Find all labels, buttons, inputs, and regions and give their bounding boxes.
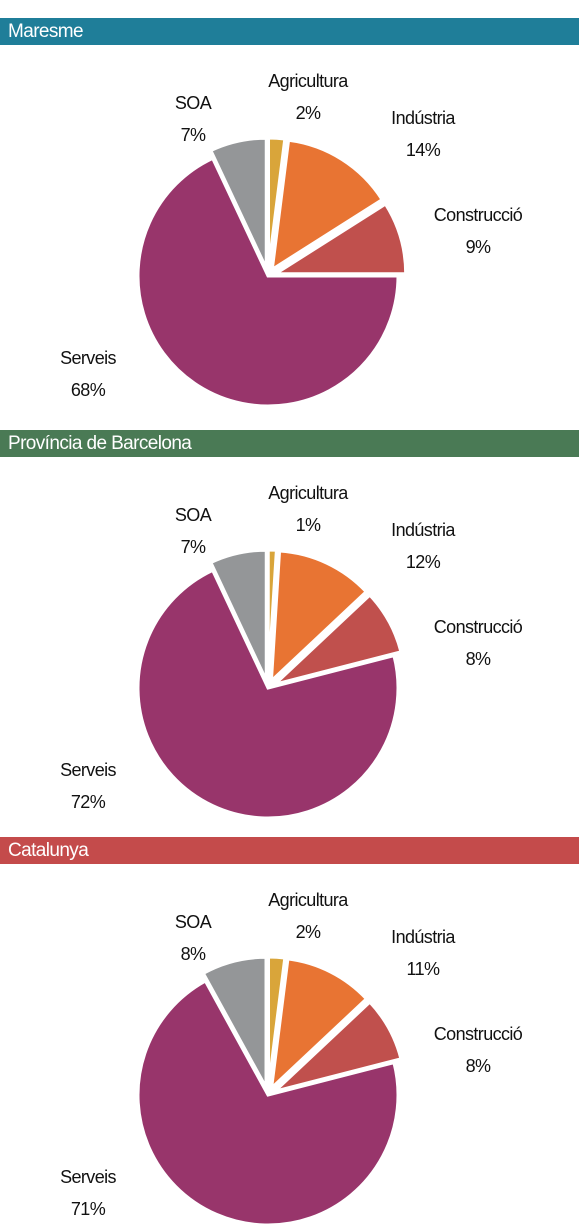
header-bar — [0, 430, 579, 457]
slice-value: 8% — [466, 649, 491, 669]
header-title: Província de Barcelona — [8, 433, 192, 454]
pie-slice — [201, 955, 268, 1088]
slice-label: Indústria — [391, 108, 456, 128]
slice-value: 68% — [71, 380, 106, 400]
slice-value: 71% — [71, 1199, 106, 1219]
slice-value: 2% — [296, 103, 321, 123]
pie-slice — [136, 979, 400, 1227]
slice-label: SOA — [175, 912, 212, 932]
slice-label: Construcció — [434, 1024, 523, 1044]
pie-slice — [266, 548, 279, 681]
slice-value: 14% — [406, 140, 441, 160]
pie-slice — [267, 955, 287, 1088]
slice-value: 7% — [181, 125, 206, 145]
slice-value: 11% — [407, 959, 440, 979]
slice-label: Construcció — [434, 617, 523, 637]
slice-label: Indústria — [391, 520, 456, 540]
pie-slice — [270, 202, 408, 276]
pie-slice — [269, 957, 369, 1092]
slice-label: Construcció — [434, 205, 523, 225]
slice-label: Serveis — [60, 348, 116, 368]
slice-value: 8% — [181, 944, 206, 964]
slice-value: 2% — [296, 922, 321, 942]
pie-slice — [269, 549, 369, 685]
slice-label: Agricultura — [268, 71, 349, 91]
pie-slice — [136, 156, 400, 408]
pie-slice — [208, 136, 268, 269]
slice-label: Agricultura — [268, 890, 349, 910]
slice-value: 12% — [406, 552, 441, 572]
slice-label: Serveis — [60, 1167, 116, 1187]
pie-slice — [273, 593, 403, 686]
slice-value: 9% — [466, 237, 491, 257]
header-bar — [0, 837, 579, 864]
slice-label: SOA — [175, 505, 212, 525]
pie-slice — [270, 138, 385, 273]
slice-value: 7% — [181, 537, 206, 557]
slice-label: SOA — [175, 93, 212, 113]
pie-slice — [136, 568, 400, 820]
slice-label: Serveis — [60, 760, 116, 780]
pie-slice — [267, 136, 287, 269]
header-title: Maresme — [8, 21, 83, 42]
slice-value: 72% — [71, 792, 106, 812]
slice-label: Indústria — [391, 927, 456, 947]
slice-value: 1% — [296, 515, 321, 535]
slice-value: 8% — [466, 1056, 491, 1076]
pie-slice — [208, 548, 268, 681]
header-title: Catalunya — [8, 840, 89, 861]
header-bar — [0, 18, 579, 45]
slice-label: Agricultura — [268, 483, 349, 503]
pie-slice — [273, 1000, 403, 1093]
